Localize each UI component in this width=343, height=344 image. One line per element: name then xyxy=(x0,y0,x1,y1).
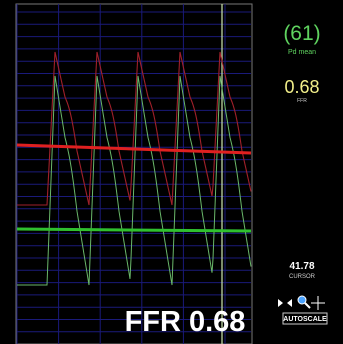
ffr-label: FFR xyxy=(262,98,342,104)
tool-icons[interactable] xyxy=(278,296,325,310)
ffr-value: 0.68 xyxy=(262,77,342,98)
ffr-banner: FFR 0.68 xyxy=(125,306,246,338)
pd-mean-value: (61) xyxy=(262,22,342,46)
cursor-label: CURSOR xyxy=(262,274,342,280)
cursor-value: 41.78 xyxy=(262,261,342,272)
monitor-screen: FFR 0.68 AUTOSCALE (61) Pd mean 0.68 FFR… xyxy=(0,0,343,344)
pd-mean-line xyxy=(17,229,251,231)
pd-mean-label: Pd mean xyxy=(262,49,342,56)
autoscale-label[interactable]: AUTOSCALE xyxy=(283,316,327,323)
